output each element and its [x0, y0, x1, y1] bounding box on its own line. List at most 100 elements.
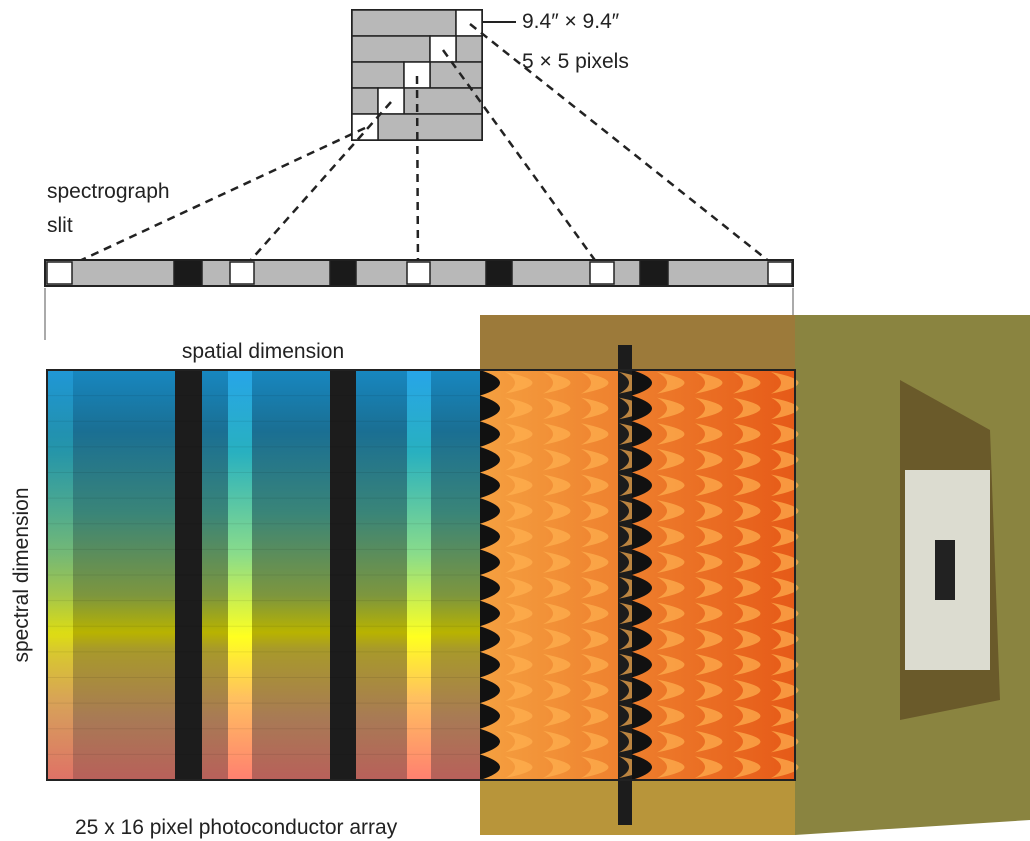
spatial-label: spatial dimension — [182, 340, 344, 363]
array-cell — [771, 423, 799, 445]
array-cell — [771, 628, 799, 650]
array-cell — [695, 423, 723, 445]
array-cell — [581, 653, 609, 676]
array-cell — [543, 474, 571, 497]
array-cell — [543, 705, 571, 727]
pixel-size: 9.4″ × 9.4″ — [522, 10, 620, 33]
array-cell — [733, 628, 761, 650]
array-cell — [771, 397, 799, 420]
array-cell — [632, 523, 652, 550]
array-cell — [581, 602, 609, 625]
array-cell — [632, 677, 652, 704]
array-cell — [695, 730, 723, 753]
array-cell — [543, 577, 571, 599]
array-cell — [632, 549, 652, 575]
array-cell — [505, 679, 533, 702]
array-cell — [733, 448, 761, 471]
array-cell — [543, 628, 571, 650]
array-cell — [505, 628, 533, 650]
array-cell — [581, 756, 609, 778]
array-cell — [771, 602, 799, 625]
array-cell — [505, 525, 533, 548]
array-cell — [581, 577, 609, 599]
array-cell — [771, 577, 799, 599]
array-cell — [771, 551, 799, 573]
array-cell — [733, 679, 761, 702]
array-cell — [632, 498, 652, 524]
array-cell — [771, 500, 799, 522]
array-cell — [480, 549, 500, 575]
array-cell — [480, 677, 500, 704]
array-cell — [695, 474, 723, 497]
array-cell — [581, 525, 609, 548]
array-cell — [733, 653, 761, 676]
array-cell — [632, 395, 652, 422]
array-cell — [480, 600, 500, 627]
array-cell — [505, 756, 533, 778]
array-cell — [543, 653, 571, 676]
array-frame — [46, 369, 796, 781]
array-cell — [581, 679, 609, 702]
array-cell — [695, 756, 723, 778]
array-cell — [632, 703, 652, 729]
array-cell — [480, 498, 500, 524]
array-cell — [632, 728, 652, 755]
array-cell — [543, 397, 571, 420]
array-cell — [505, 653, 533, 676]
array-cell — [733, 730, 761, 753]
array-cell — [480, 472, 500, 499]
array-cell — [581, 551, 609, 573]
array-cell — [733, 525, 761, 548]
array-cell — [581, 474, 609, 497]
array-cell — [733, 423, 761, 445]
array-cell — [505, 577, 533, 599]
slit-bar — [44, 259, 794, 287]
array-cell — [480, 446, 500, 473]
array-cell — [771, 705, 799, 727]
photo-top — [480, 315, 795, 370]
array-cell — [581, 423, 609, 445]
pixel-grid-label: 5 × 5 pixels — [522, 50, 629, 73]
array-cell — [657, 679, 685, 702]
array-cell — [733, 577, 761, 599]
array-cell — [505, 705, 533, 727]
array-cell — [733, 602, 761, 625]
array-cell — [657, 602, 685, 625]
array-cell — [657, 653, 685, 676]
array-cell — [632, 754, 652, 780]
array-cell — [581, 730, 609, 753]
array-cell — [543, 423, 571, 445]
array-cell — [657, 756, 685, 778]
array-cell — [581, 448, 609, 471]
array-cell — [695, 653, 723, 676]
array-cell — [657, 551, 685, 573]
pixel-grid — [351, 9, 483, 141]
projection-lines — [59, 23, 781, 272]
array-cell — [543, 500, 571, 522]
photo-bottom — [480, 780, 795, 835]
array-cell — [695, 397, 723, 420]
array-cell — [480, 651, 500, 678]
array-cell — [657, 500, 685, 522]
array-cell — [695, 525, 723, 548]
array-cell — [733, 756, 761, 778]
array-cell — [771, 525, 799, 548]
array-cell — [480, 370, 500, 396]
array-cell — [733, 474, 761, 497]
array-cell — [581, 372, 609, 394]
array-cell — [480, 754, 500, 780]
array-cell — [581, 397, 609, 420]
array-cell — [771, 448, 799, 471]
array-cell — [505, 372, 533, 394]
array-cell — [771, 653, 799, 676]
array-cell — [480, 626, 500, 652]
array-cell — [733, 397, 761, 420]
array-cell — [480, 703, 500, 729]
array-cell — [480, 523, 500, 550]
array-cell — [543, 372, 571, 394]
array-cell — [505, 474, 533, 497]
photo-chip-core — [935, 540, 955, 600]
array-cell — [657, 423, 685, 445]
array-cell — [657, 628, 685, 650]
array-cell — [695, 602, 723, 625]
